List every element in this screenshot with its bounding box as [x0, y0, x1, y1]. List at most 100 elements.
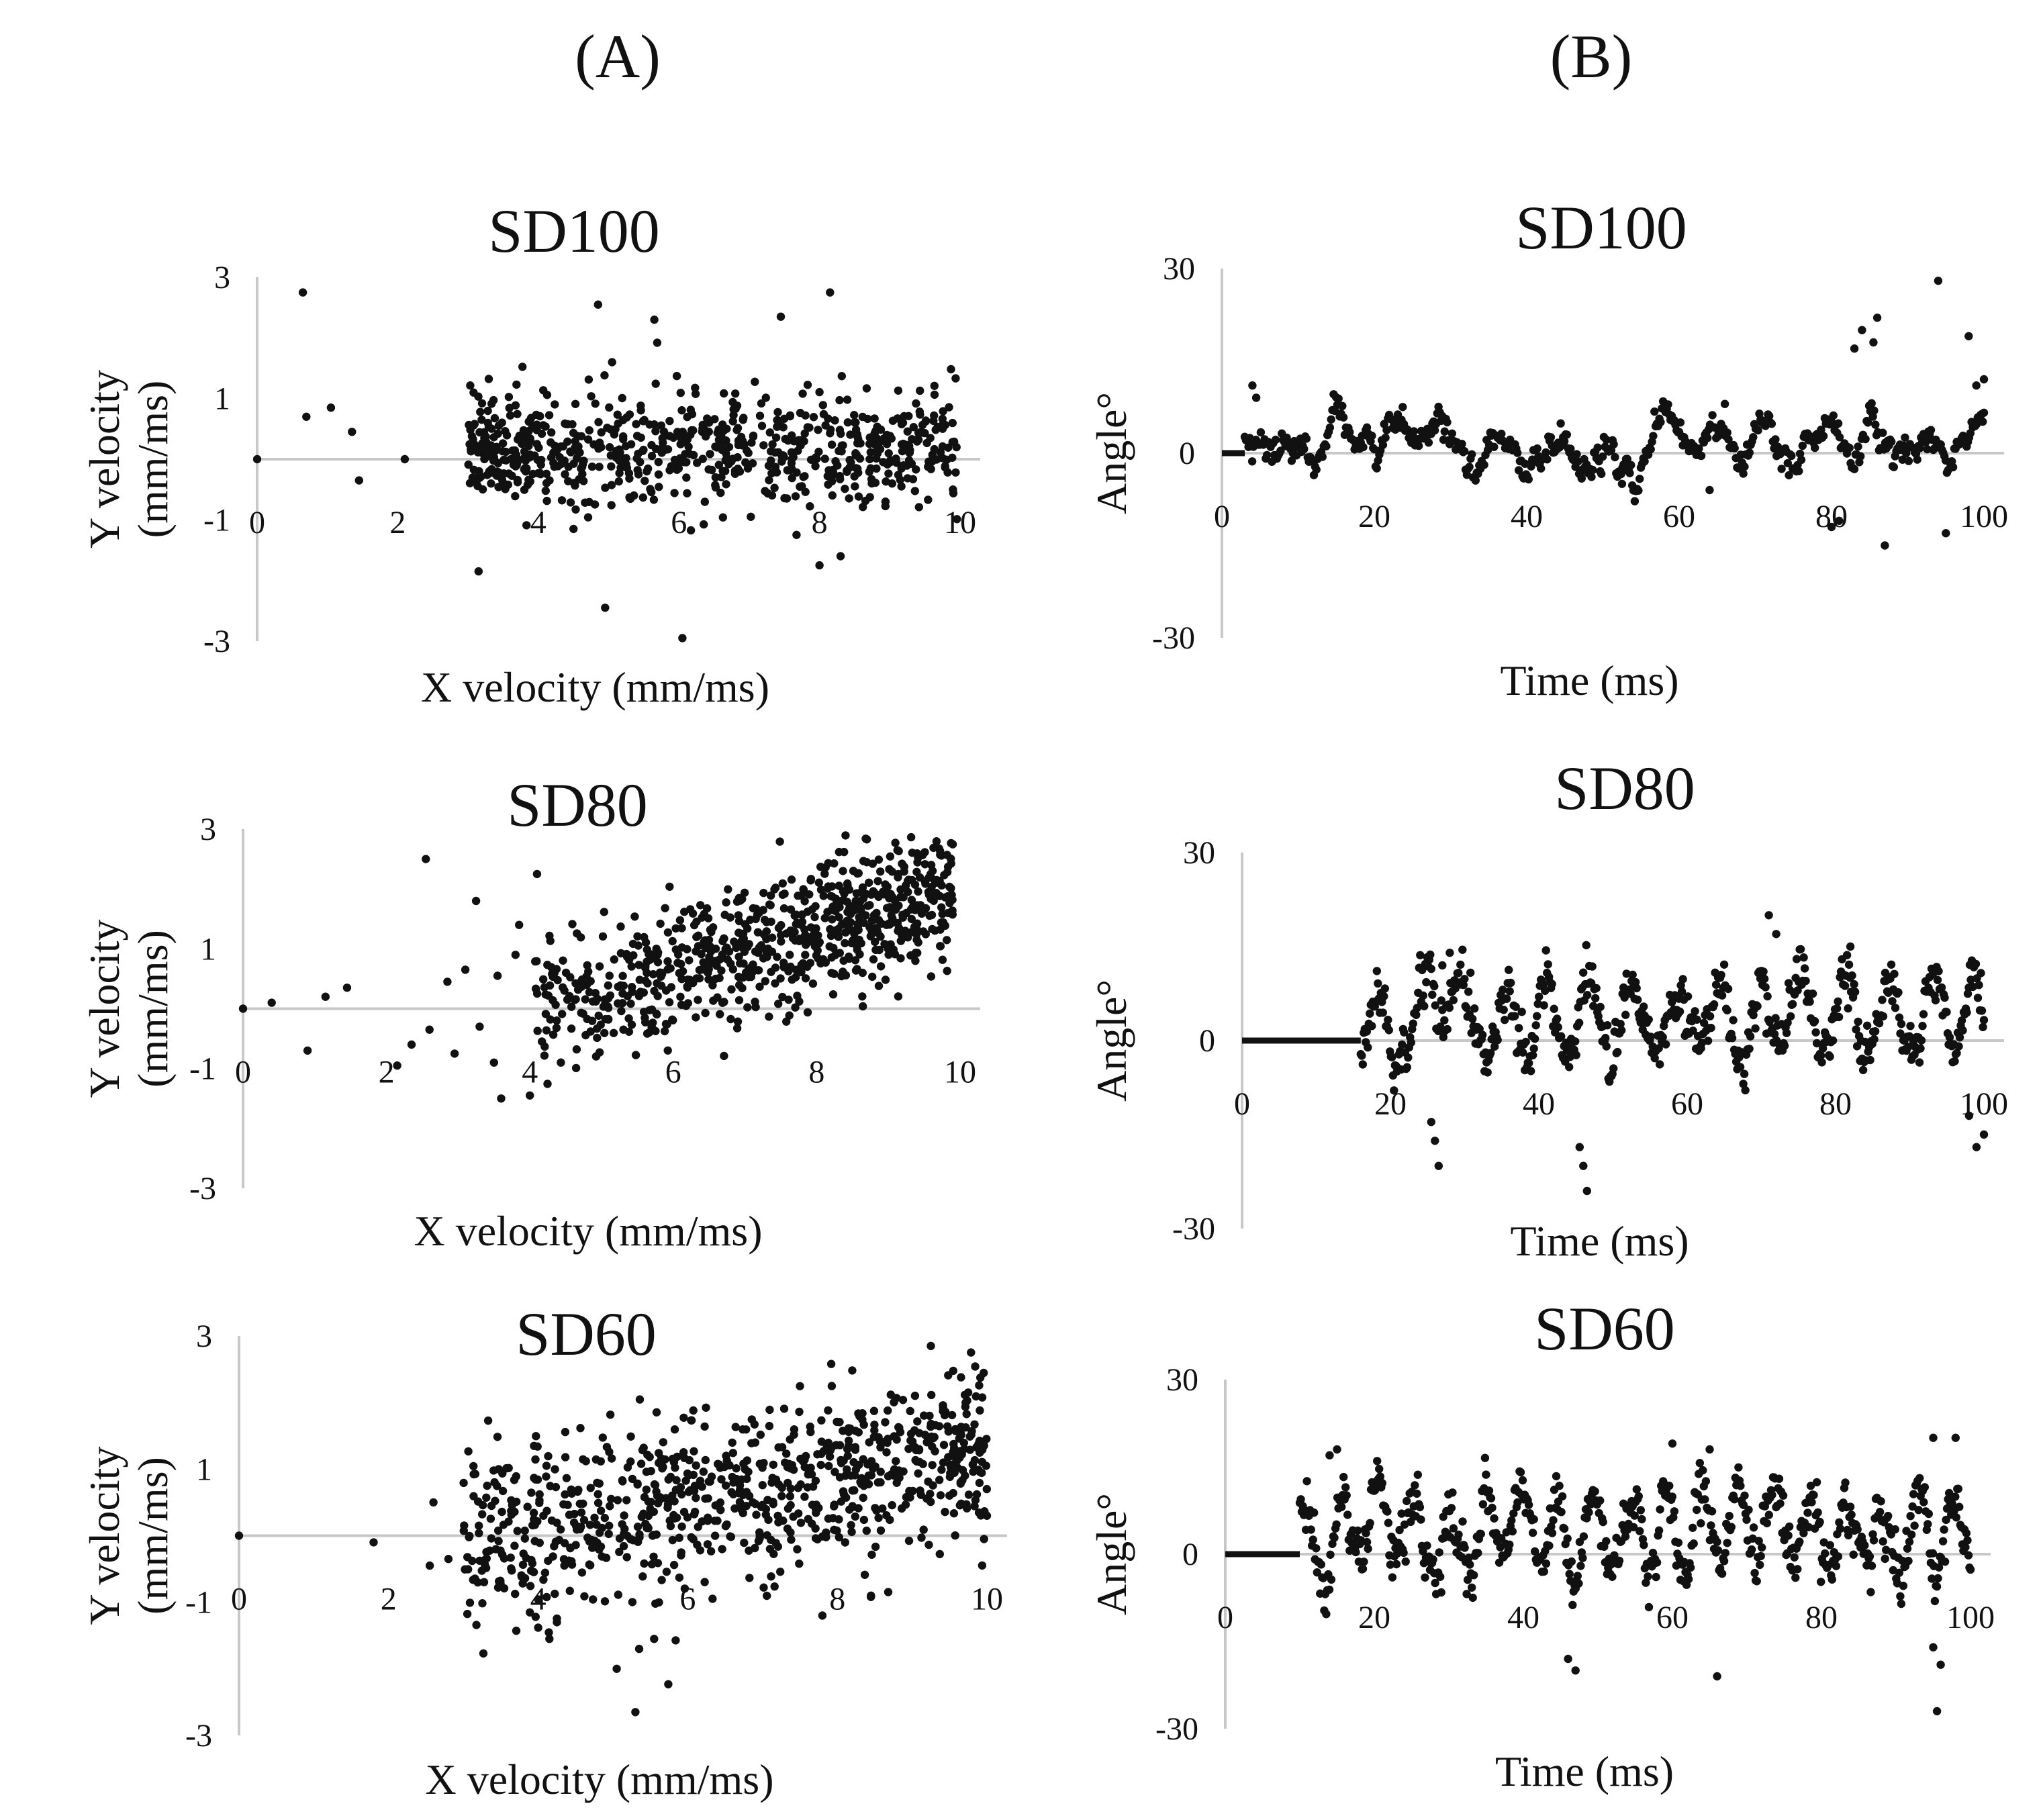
data-point — [1584, 1508, 1593, 1517]
data-point — [545, 1635, 554, 1643]
data-point — [693, 459, 702, 467]
data-point — [759, 441, 768, 450]
data-point — [1460, 975, 1469, 984]
data-point — [1936, 1660, 1945, 1669]
data-point — [786, 1492, 795, 1500]
data-point — [758, 1500, 767, 1509]
data-point — [860, 1570, 869, 1579]
data-point — [1327, 1575, 1336, 1584]
data-point — [1565, 1570, 1574, 1578]
data-point — [1963, 1536, 1972, 1545]
data-point — [527, 1488, 536, 1497]
data-point — [1832, 1562, 1841, 1570]
data-point — [489, 1058, 498, 1067]
data-point — [628, 1474, 637, 1484]
data-point — [647, 451, 657, 461]
data-point — [1339, 413, 1348, 422]
data-point — [1955, 1502, 1964, 1511]
data-point — [739, 416, 747, 424]
data-point — [472, 1621, 481, 1629]
data-point — [604, 1002, 612, 1011]
data-point — [536, 412, 544, 421]
data-point — [605, 1521, 614, 1530]
data-point — [945, 882, 954, 892]
data-point — [238, 1004, 248, 1013]
data-point — [698, 1482, 706, 1491]
data-point — [856, 903, 865, 912]
data-point — [539, 1511, 548, 1520]
data-point — [801, 974, 810, 983]
data-point — [858, 412, 867, 422]
data-point — [1636, 1018, 1645, 1027]
data-point — [464, 1447, 473, 1456]
data-point — [946, 1460, 955, 1470]
data-point — [1354, 1526, 1362, 1535]
data-point — [880, 434, 888, 443]
data-point — [684, 1488, 693, 1496]
data-point — [884, 469, 893, 478]
data-point — [620, 1511, 628, 1520]
data-point — [1381, 433, 1390, 442]
data-point — [1366, 1519, 1374, 1527]
y-tick-label: -30 — [1172, 1211, 1215, 1247]
data-point — [1313, 1568, 1322, 1577]
data-point — [861, 496, 870, 506]
data-point — [904, 1444, 913, 1453]
data-point — [595, 962, 604, 971]
data-point — [672, 1476, 681, 1485]
data-point — [908, 902, 917, 912]
data-point — [1736, 1063, 1745, 1071]
data-point — [1579, 1161, 1588, 1170]
data-point — [734, 894, 744, 902]
data-point — [1431, 1578, 1439, 1588]
data-point — [1811, 1028, 1820, 1037]
data-point — [555, 452, 564, 462]
data-point — [1555, 1482, 1564, 1490]
data-point — [1719, 1557, 1729, 1566]
data-point — [654, 948, 663, 957]
data-point — [542, 469, 551, 478]
data-point — [703, 1540, 712, 1549]
data-point — [1817, 1058, 1826, 1067]
data-point — [720, 389, 728, 398]
data-point — [878, 1504, 887, 1513]
data-point — [1380, 992, 1388, 1001]
data-point — [571, 399, 580, 408]
data-point — [1575, 1018, 1584, 1027]
data-point — [1662, 1040, 1670, 1049]
data-point — [976, 1406, 984, 1415]
data-point — [1689, 1026, 1697, 1035]
data-point — [1771, 435, 1780, 444]
data-point — [1878, 996, 1887, 1004]
data-point — [837, 896, 846, 906]
data-point — [808, 979, 818, 988]
data-point — [1592, 984, 1601, 993]
data-point — [1896, 1029, 1905, 1038]
data-point — [594, 418, 603, 426]
data-point — [484, 422, 493, 431]
data-point — [592, 1520, 601, 1529]
data-point — [609, 1028, 618, 1038]
data-point — [1937, 983, 1946, 992]
data-point — [1330, 1533, 1339, 1542]
data-point — [657, 421, 665, 430]
data-point — [581, 1031, 590, 1040]
data-point — [477, 416, 486, 424]
data-point — [542, 496, 551, 506]
data-point — [1419, 991, 1427, 1000]
data-point — [673, 959, 682, 967]
data-point — [1505, 1540, 1514, 1549]
data-point — [665, 998, 674, 1007]
data-point — [1547, 1522, 1556, 1531]
data-point — [1656, 1060, 1664, 1069]
x-tick-label: 60 — [1656, 1600, 1689, 1635]
data-point — [1454, 969, 1463, 977]
data-point — [982, 1435, 991, 1443]
data-point — [1582, 1186, 1591, 1196]
data-point — [652, 1408, 661, 1417]
data-point — [595, 1479, 604, 1488]
data-point — [871, 1462, 880, 1471]
data-point — [1572, 450, 1581, 459]
data-point — [692, 974, 701, 983]
data-point — [1867, 399, 1876, 408]
